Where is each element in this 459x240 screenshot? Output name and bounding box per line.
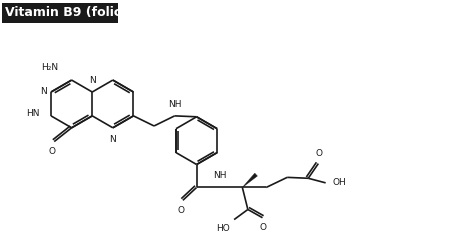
Text: Vitamin B9 (folic acid): Vitamin B9 (folic acid) [5, 6, 161, 19]
Text: O: O [178, 206, 185, 215]
Text: N: N [40, 87, 47, 96]
Polygon shape [242, 173, 257, 187]
Text: H₂N: H₂N [41, 63, 58, 72]
Text: O: O [315, 149, 322, 158]
Text: O: O [49, 147, 56, 156]
Text: NH: NH [168, 100, 182, 108]
Text: NH: NH [213, 171, 226, 180]
FancyBboxPatch shape [2, 3, 118, 23]
Text: O: O [259, 223, 267, 232]
Text: HO: HO [216, 224, 230, 233]
Text: OH: OH [332, 178, 346, 187]
Text: N: N [89, 76, 95, 85]
Text: HN: HN [26, 109, 39, 118]
Text: N: N [109, 135, 116, 144]
